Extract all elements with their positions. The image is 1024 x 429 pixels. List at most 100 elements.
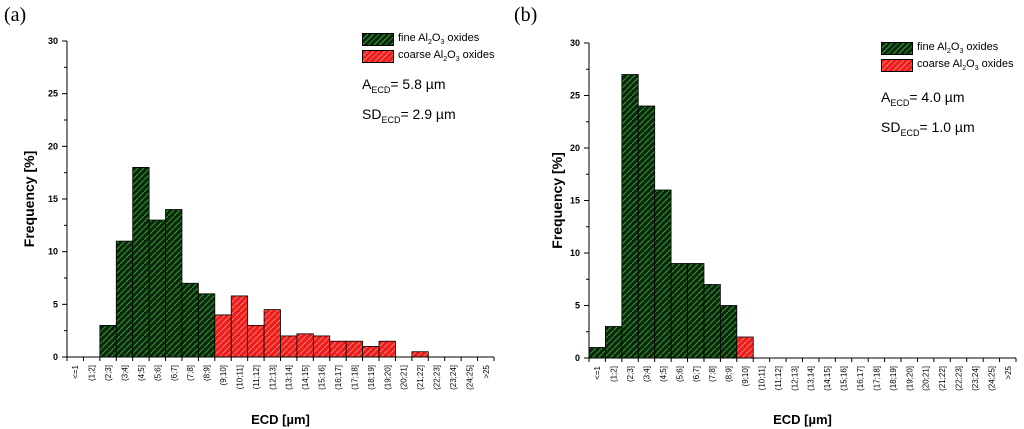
y-tick-label: 5 <box>575 301 580 311</box>
y-tick-label: 15 <box>570 196 580 206</box>
stat-average-ecd: AECD= 5.8 µm <box>362 76 446 95</box>
x-tick-label: (24;25] <box>987 366 996 391</box>
x-tick-label: (16;17] <box>856 366 865 391</box>
x-tick-label: (12;13] <box>790 366 799 391</box>
bar-fine-2 <box>99 324 117 358</box>
bar-coarse-18 <box>362 346 380 358</box>
legend-swatch-fine <box>362 33 394 46</box>
bar-fine-5 <box>670 263 688 359</box>
x-tick-label: (7;8] <box>708 366 717 382</box>
x-tick-label: (4;5] <box>659 366 668 382</box>
bar-coarse-11 <box>247 324 265 358</box>
y-tick-label: 20 <box>570 143 580 153</box>
x-tick-label: (10;11] <box>757 366 766 390</box>
legend-swatch-fine <box>881 42 913 55</box>
x-tick-label: (18;19] <box>889 366 898 391</box>
bar-fine-6 <box>165 209 183 358</box>
x-tick-label: (24;25] <box>465 365 474 390</box>
x-tick-label: (18;19] <box>367 365 376 390</box>
x-tick-label: (20;21] <box>922 366 931 391</box>
bar-fine-6 <box>687 263 705 359</box>
bar-fine-5 <box>148 219 166 358</box>
x-tick-label: (21;22] <box>416 365 425 390</box>
x-tick-label: (6;7] <box>170 365 179 381</box>
x-tick-label: (1;2] <box>610 366 619 382</box>
bar-fine-2 <box>621 74 639 359</box>
x-tick-label: (14;15] <box>301 365 310 390</box>
legend-item-fine: fine Al2O3 oxides <box>362 31 494 48</box>
x-tick-label: (20;21] <box>400 365 409 390</box>
x-tick-label: (5;6] <box>153 365 162 381</box>
y-tick-label: 5 <box>53 299 58 309</box>
x-tick-label: (10;11] <box>235 365 244 389</box>
legend-swatch-coarse <box>362 50 394 63</box>
x-tick-label: <=1 <box>593 365 602 379</box>
legend-label-coarse: coarse Al2O3 oxides <box>917 58 1014 73</box>
x-tick-label: (5;6] <box>675 366 684 382</box>
x-tick-label: (23;24] <box>449 365 458 390</box>
bar-coarse-13 <box>280 335 298 358</box>
x-tick-label: (2;3] <box>626 366 635 382</box>
x-tick-label: (13;14] <box>285 365 294 390</box>
bar-fine-7 <box>181 282 199 358</box>
x-tick-label: >25 <box>1004 365 1013 379</box>
legend-item-coarse: coarse Al2O3 oxides <box>881 57 1013 74</box>
chart-panel-b: (b) 0 5 10 15 20 25 30 <=1 (1;2] (2;3] (3;4] (4;5] (… <box>512 0 1024 429</box>
bar-fine-4 <box>654 189 672 359</box>
y-tick-label: 20 <box>48 141 58 151</box>
legend-label-fine: fine Al2O3 oxides <box>917 41 999 56</box>
x-tick-label: (22;23] <box>433 365 442 390</box>
stat-average-ecd: AECD= 4.0 µm <box>881 89 965 108</box>
stat-sd-ecd: SDECD= 2.9 µm <box>362 106 456 125</box>
x-tick-label: (1;2] <box>88 365 97 381</box>
panel-label: (a) <box>4 4 27 26</box>
x-tick-label: (4;5] <box>137 365 146 381</box>
bar-coarse-16 <box>329 340 347 358</box>
bar-fine-3 <box>115 240 134 358</box>
bar-coarse-10 <box>230 295 249 358</box>
x-tick-label: (8;9] <box>203 365 212 381</box>
legend-item-coarse: coarse Al2O3 oxides <box>362 48 494 65</box>
x-tick-label: (9;10] <box>741 366 750 386</box>
x-tick-label: (12;13] <box>268 365 277 390</box>
x-tick-label: (11;12] <box>252 365 261 389</box>
y-axis-title: Frequency [%] <box>21 151 37 247</box>
y-tick-label: 30 <box>48 36 58 46</box>
x-tick-label: (6;7] <box>692 366 701 382</box>
x-tick-label: (22;23] <box>955 366 964 391</box>
legend-item-fine: fine Al2O3 oxides <box>881 40 1013 57</box>
x-tick-label: (9;10] <box>219 365 228 385</box>
x-tick-label: (3;4] <box>642 366 651 382</box>
bar-fine-8 <box>719 305 738 359</box>
x-tick-label: <=1 <box>71 364 80 378</box>
bar-coarse-15 <box>312 335 331 358</box>
histogram-a: 0 5 10 15 20 25 30 <=1 (1;2] (2;3] (3;4] (4;5] (5;6]… <box>21 36 495 427</box>
x-tick-label: (2;3] <box>104 365 113 381</box>
y-tick-label: 30 <box>570 38 580 48</box>
y-axis-title: Frequency [%] <box>549 152 565 248</box>
y-tick-label: 10 <box>570 248 580 258</box>
x-tick-label: (19;20] <box>905 366 914 391</box>
bar-coarse-17 <box>345 340 364 358</box>
stat-sd-ecd: SDECD= 1.0 µm <box>881 119 975 138</box>
histogram-b: 0 5 10 15 20 25 30 <=1 (1;2] (2;3] (3;4] (4;5] (5;6]… <box>549 38 1017 427</box>
x-tick-label: (15;16] <box>840 366 849 391</box>
bar-fine-1 <box>605 326 623 359</box>
x-tick-label: (13;14] <box>807 366 816 391</box>
x-tick-label: (14;15] <box>823 366 832 391</box>
bar-fine-8 <box>197 293 216 358</box>
x-tick-label: (17;18] <box>872 366 881 391</box>
bar-coarse-12 <box>263 309 281 358</box>
x-tick-label: (11;12] <box>774 366 783 390</box>
x-tick-label: (19;20] <box>383 365 392 390</box>
y-tick-label: 25 <box>570 91 580 101</box>
y-tick-label: 0 <box>575 353 580 363</box>
x-tick-label: >25 <box>482 364 491 378</box>
bar-coarse-14 <box>296 333 314 358</box>
x-axis-title: ECD [µm] <box>773 412 832 427</box>
y-tick-label: 10 <box>48 247 58 257</box>
x-tick-label: (16;17] <box>334 365 343 390</box>
bar-fine-0 <box>588 347 606 359</box>
y-tick-label: 25 <box>48 89 58 99</box>
x-tick-label: (3;4] <box>120 365 129 381</box>
